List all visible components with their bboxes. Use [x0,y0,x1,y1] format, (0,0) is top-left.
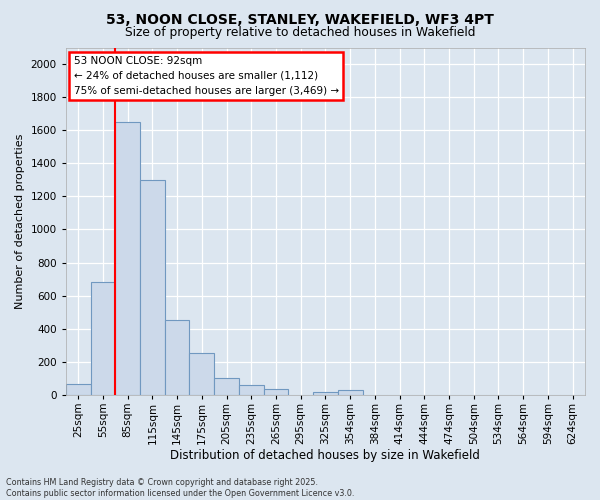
Bar [66,384,91,395]
Bar [140,180,165,395]
Text: 53 NOON CLOSE: 92sqm
← 24% of detached houses are smaller (1,112)
75% of semi-de: 53 NOON CLOSE: 92sqm ← 24% of detached h… [74,56,339,96]
Bar [190,352,214,395]
Text: Size of property relative to detached houses in Wakefield: Size of property relative to detached ho… [125,26,475,39]
Bar [263,389,289,395]
Y-axis label: Number of detached properties: Number of detached properties [15,134,25,309]
Bar [214,378,239,395]
Bar [91,282,115,395]
Text: 53, NOON CLOSE, STANLEY, WAKEFIELD, WF3 4PT: 53, NOON CLOSE, STANLEY, WAKEFIELD, WF3 … [106,12,494,26]
Text: Contains HM Land Registry data © Crown copyright and database right 2025.
Contai: Contains HM Land Registry data © Crown c… [6,478,355,498]
Bar [239,385,263,395]
X-axis label: Distribution of detached houses by size in Wakefield: Distribution of detached houses by size … [170,450,481,462]
Bar [165,320,190,395]
Bar [338,390,362,395]
Bar [115,122,140,395]
Bar [313,392,338,395]
